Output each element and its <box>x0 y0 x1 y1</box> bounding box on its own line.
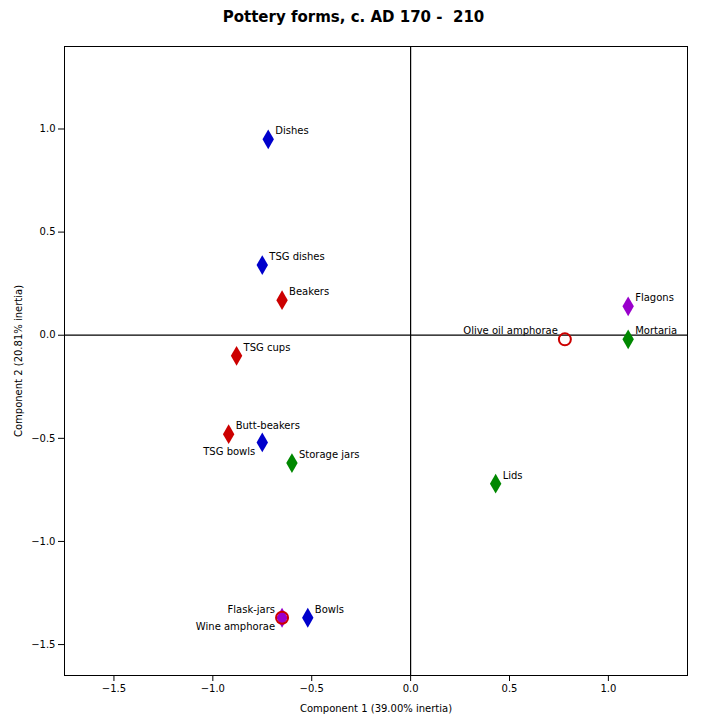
svg-text:−1.0: −1.0 <box>201 683 225 694</box>
svg-text:Flagons: Flagons <box>635 292 674 303</box>
svg-text:1.0: 1.0 <box>40 123 56 134</box>
svg-text:0.5: 0.5 <box>502 683 518 694</box>
svg-text:Flask-jars: Flask-jars <box>228 604 276 615</box>
svg-text:Mortaria: Mortaria <box>635 325 677 336</box>
svg-text:Wine amphorae: Wine amphorae <box>196 621 275 632</box>
svg-text:Component 1 (39.00% inertia): Component 1 (39.00% inertia) <box>300 703 452 714</box>
svg-text:−1.5: −1.5 <box>102 683 126 694</box>
svg-text:Lids: Lids <box>503 470 523 481</box>
svg-text:Beakers: Beakers <box>289 286 329 297</box>
svg-text:Olive oil amphorae: Olive oil amphorae <box>463 325 558 336</box>
svg-text:Component 2 (20.81% inertia): Component 2 (20.81% inertia) <box>13 285 24 437</box>
svg-text:0.5: 0.5 <box>40 226 56 237</box>
svg-text:TSG cups: TSG cups <box>243 342 291 353</box>
svg-text:Dishes: Dishes <box>275 125 308 136</box>
svg-text:TSG dishes: TSG dishes <box>268 251 324 262</box>
svg-text:TSG bowls: TSG bowls <box>202 446 255 457</box>
svg-text:1.0: 1.0 <box>600 683 616 694</box>
svg-text:Butt-beakers: Butt-beakers <box>236 420 300 431</box>
html-text:Pottery forms, c. AD 170 - 210: Pottery forms, c. AD 170 - 210 <box>222 8 485 26</box>
svg-text:−0.5: −0.5 <box>31 433 55 444</box>
svg-text:0.0: 0.0 <box>403 683 419 694</box>
svg-text:0.0: 0.0 <box>40 329 56 340</box>
svg-text:−1.5: −1.5 <box>31 639 55 650</box>
svg-text:Storage jars: Storage jars <box>299 449 360 460</box>
svg-text:Bowls: Bowls <box>315 604 344 615</box>
svg-text:−1.0: −1.0 <box>31 536 55 547</box>
svg-text:−0.5: −0.5 <box>300 683 324 694</box>
